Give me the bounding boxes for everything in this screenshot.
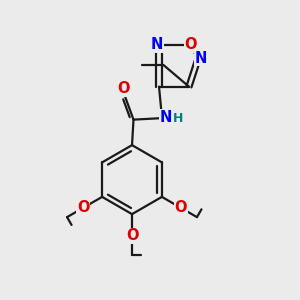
Text: O: O bbox=[174, 200, 187, 215]
Text: N: N bbox=[150, 37, 163, 52]
Text: N: N bbox=[159, 110, 172, 125]
Text: N: N bbox=[195, 51, 207, 66]
Text: O: O bbox=[77, 200, 90, 215]
Text: O: O bbox=[117, 81, 129, 96]
Text: O: O bbox=[184, 37, 197, 52]
Text: H: H bbox=[173, 112, 184, 124]
Text: O: O bbox=[126, 228, 138, 243]
